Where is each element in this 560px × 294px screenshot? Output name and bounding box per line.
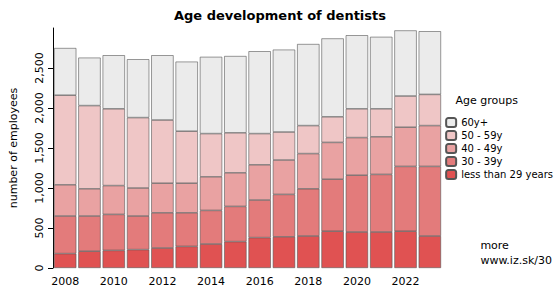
svg-text:60y+: 60y+ [461,117,488,128]
svg-text:2022: 2022 [392,275,420,288]
svg-text:50 - 59y: 50 - 59y [461,130,502,141]
svg-text:0: 0 [33,265,46,272]
svg-text:500: 500 [33,218,46,239]
svg-text:1,000: 1,000 [33,172,46,204]
svg-text:2008: 2008 [51,275,79,288]
svg-text:2010: 2010 [100,275,128,288]
svg-text:less than 29 years: less than 29 years [461,169,553,180]
svg-text:2014: 2014 [197,275,225,288]
svg-text:2020: 2020 [343,275,371,288]
svg-text:2,500: 2,500 [33,52,46,84]
svg-text:Age groups: Age groups [456,94,519,107]
svg-text:2,000: 2,000 [33,92,46,124]
svg-text:more: more [480,239,509,252]
svg-text:Age development of dentists: Age development of dentists [174,8,386,23]
svg-text:2012: 2012 [148,275,176,288]
svg-text:40 - 49y: 40 - 49y [461,143,502,154]
svg-text:30 - 39y: 30 - 39y [461,156,502,167]
svg-text:2016: 2016 [246,275,274,288]
svg-text:1,500: 1,500 [33,132,46,164]
svg-text:number of employees: number of employees [7,87,20,208]
svg-text:2018: 2018 [294,275,322,288]
svg-text:www.iz.sk/30: www.iz.sk/30 [480,254,552,267]
